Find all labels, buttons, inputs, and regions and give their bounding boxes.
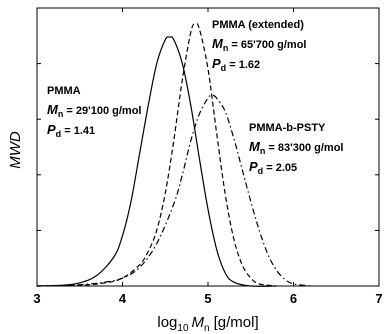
x-ticks: 3 4 5 6 7 [33,8,383,306]
series-line-dashdot [36,94,311,287]
annotation-pmma-b-psty: PMMA-b-PSTY Mn = 83'300 g/mol Pd = 2.05 [249,122,343,176]
svg-text:Pd = 2.05: Pd = 2.05 [249,159,297,176]
x-tick-label-0: 3 [33,291,40,306]
svg-text:Pd = 1.62: Pd = 1.62 [212,56,260,73]
series-line-dashed [36,22,277,287]
y-ticks [37,63,379,231]
svg-text:Mn = 65'700 g/mol: Mn = 65'700 g/mol [212,36,306,53]
svg-text:PMMA-b-PSTY: PMMA-b-PSTY [249,122,326,134]
x-tick-label-1: 4 [119,291,127,306]
annotation-pmma-extended: PMMA (extended) Mn = 65'700 g/mol Pd = 1… [212,19,306,73]
svg-text:Mn = 83'300 g/mol: Mn = 83'300 g/mol [249,139,343,156]
x-tick-label-4: 7 [375,291,382,306]
svg-text:PMMA (extended): PMMA (extended) [212,19,304,31]
y-axis-label: MWD [7,131,24,169]
svg-text:Mn = 29'100 g/mol: Mn = 29'100 g/mol [47,102,141,119]
annotation-pmma: PMMA Mn = 29'100 g/mol Pd = 1.41 [47,85,141,139]
svg-text:Pd = 1.41: Pd = 1.41 [47,122,95,139]
x-tick-label-3: 6 [290,291,297,306]
x-axis-label: log10 Mn [g/mol] [157,314,258,334]
series-group [36,22,311,287]
svg-text:PMMA: PMMA [47,85,81,97]
x-tick-label-2: 5 [204,291,211,306]
series-line-solid [36,36,277,287]
